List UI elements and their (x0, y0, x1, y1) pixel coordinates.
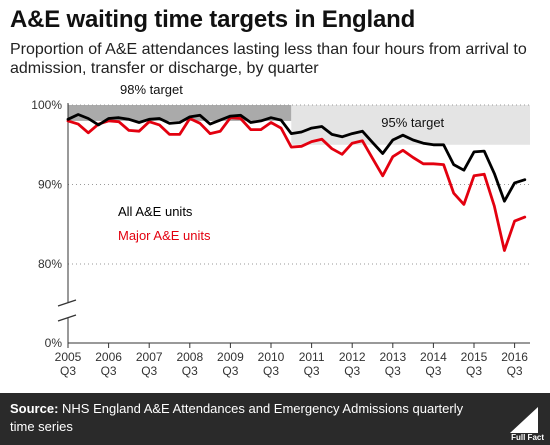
x-tick-year: 2015 (461, 350, 488, 364)
source-note: Source: NHS England A&E Attendances and … (10, 400, 490, 436)
axis-break-mark (57, 299, 77, 307)
x-tick-quarter: Q3 (141, 364, 157, 378)
x-tick-quarter: Q3 (344, 364, 360, 378)
x-tick-quarter: Q3 (425, 364, 441, 378)
x-tick-quarter: Q3 (222, 364, 238, 378)
chart-subtitle: Proportion of A&E attendances lasting le… (10, 41, 527, 77)
y-tick-label: 0% (45, 336, 63, 350)
source-label: Source: (10, 401, 59, 416)
x-tick-year: 2008 (176, 350, 203, 364)
x-tick-quarter: Q3 (466, 364, 482, 378)
x-tick-quarter: Q3 (263, 364, 279, 378)
x-tick-year: 2005 (55, 350, 82, 364)
x-tick-year: 2013 (379, 350, 406, 364)
x-tick-quarter: Q3 (385, 364, 401, 378)
target-label-98: 98% target (120, 82, 183, 97)
series-line-all-units (66, 113, 527, 203)
footer-bar: Source: NHS England A&E Attendances and … (0, 393, 550, 445)
x-tick-quarter: Q3 (304, 364, 320, 378)
x-tick-year: 2006 (95, 350, 122, 364)
y-tick-label: 90% (38, 178, 62, 192)
legend-major-units: Major A&E units (118, 228, 211, 243)
series-line-major-units (66, 116, 527, 252)
logo-text: Full Fact (511, 433, 544, 442)
x-tick-year: 2010 (258, 350, 285, 364)
chart-title: A&E waiting time targets in England (10, 6, 416, 33)
x-tick-year: 2011 (299, 350, 325, 364)
legend-all-units: All A&E units (118, 204, 193, 219)
y-tick-label: 100% (31, 98, 62, 112)
target-band-98 (68, 105, 292, 121)
x-tick-quarter: Q3 (182, 364, 198, 378)
x-tick-year: 2009 (217, 350, 244, 364)
target-label-95: 95% target (381, 115, 444, 130)
x-tick-quarter: Q3 (101, 364, 117, 378)
y-tick-label: 80% (38, 257, 62, 271)
x-tick-year: 2012 (339, 350, 366, 364)
x-tick-year: 2007 (136, 350, 163, 364)
x-tick-year: 2016 (501, 350, 528, 364)
x-tick-year: 2014 (420, 350, 447, 364)
x-tick-quarter: Q3 (507, 364, 523, 378)
full-fact-logo-icon (510, 407, 538, 433)
x-tick-quarter: Q3 (60, 364, 76, 378)
axis-break-mark (57, 314, 77, 322)
source-text: NHS England A&E Attendances and Emergenc… (10, 401, 464, 434)
